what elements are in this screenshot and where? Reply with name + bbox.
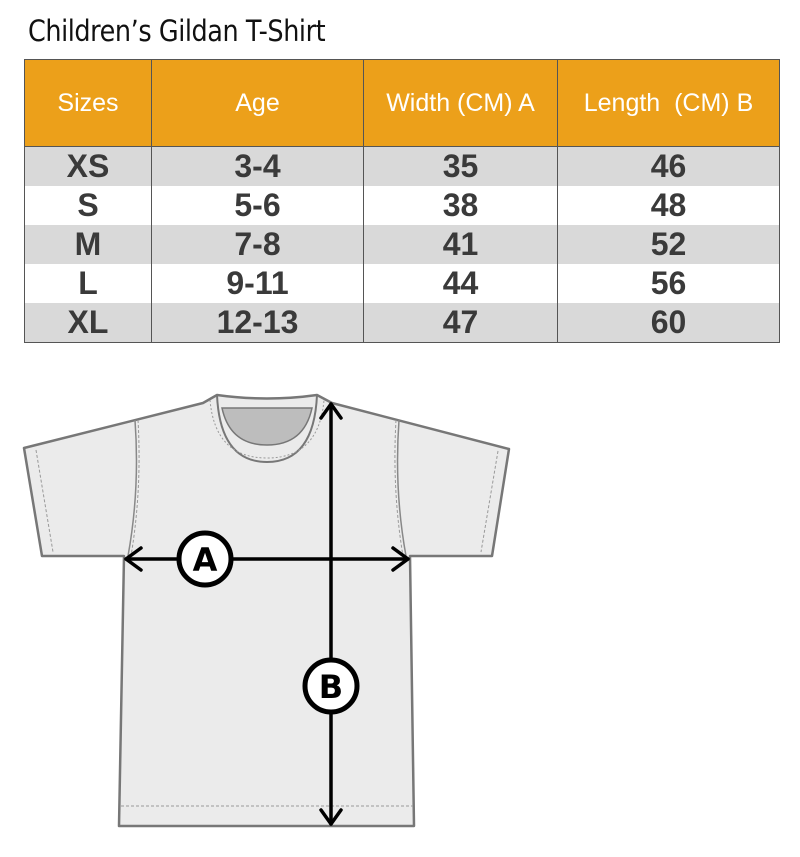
table-row: XL 12-13 47 60 xyxy=(24,303,780,343)
cell-size: S xyxy=(24,186,152,225)
size-chart-table: Sizes Age Width (CM) A Length (CM) B XS 3… xyxy=(24,59,780,343)
cell-width: 41 xyxy=(363,225,558,264)
cell-age: 3-4 xyxy=(151,146,364,186)
cell-length: 52 xyxy=(557,225,780,264)
cell-age: 7-8 xyxy=(151,225,364,264)
cell-length: 46 xyxy=(557,146,780,186)
cell-length: 60 xyxy=(557,303,780,343)
table-row: L 9-11 44 56 xyxy=(24,264,780,303)
cell-length: 56 xyxy=(557,264,780,303)
cell-age: 5-6 xyxy=(151,186,364,225)
cell-size: M xyxy=(24,225,152,264)
marker-a-label: A xyxy=(193,541,218,579)
header-age: Age xyxy=(151,59,364,147)
table-row: S 5-6 38 48 xyxy=(24,186,780,225)
header-width: Width (CM) A xyxy=(363,59,558,147)
cell-size: L xyxy=(24,264,152,303)
cell-age: 9-11 xyxy=(151,264,364,303)
cell-size: XL xyxy=(24,303,152,343)
marker-a: A xyxy=(176,530,234,588)
cell-width: 47 xyxy=(363,303,558,343)
cell-width: 35 xyxy=(363,146,558,186)
cell-width: 44 xyxy=(363,264,558,303)
tshirt-outline xyxy=(22,393,511,828)
width-arrow xyxy=(124,546,410,572)
page-title: Children’s Gildan T-Shirt xyxy=(28,14,326,48)
marker-b-label: B xyxy=(319,668,343,706)
marker-b: B xyxy=(302,657,360,715)
length-arrow xyxy=(319,402,343,826)
cell-age: 12-13 xyxy=(151,303,364,343)
table-header-row: Sizes Age Width (CM) A Length (CM) B xyxy=(24,59,780,147)
cell-width: 38 xyxy=(363,186,558,225)
cell-length: 48 xyxy=(557,186,780,225)
header-length: Length (CM) B xyxy=(557,59,780,147)
table-row: XS 3-4 35 46 xyxy=(24,146,780,186)
table-row: M 7-8 41 52 xyxy=(24,225,780,264)
header-sizes: Sizes xyxy=(24,59,152,147)
cell-size: XS xyxy=(24,146,152,186)
